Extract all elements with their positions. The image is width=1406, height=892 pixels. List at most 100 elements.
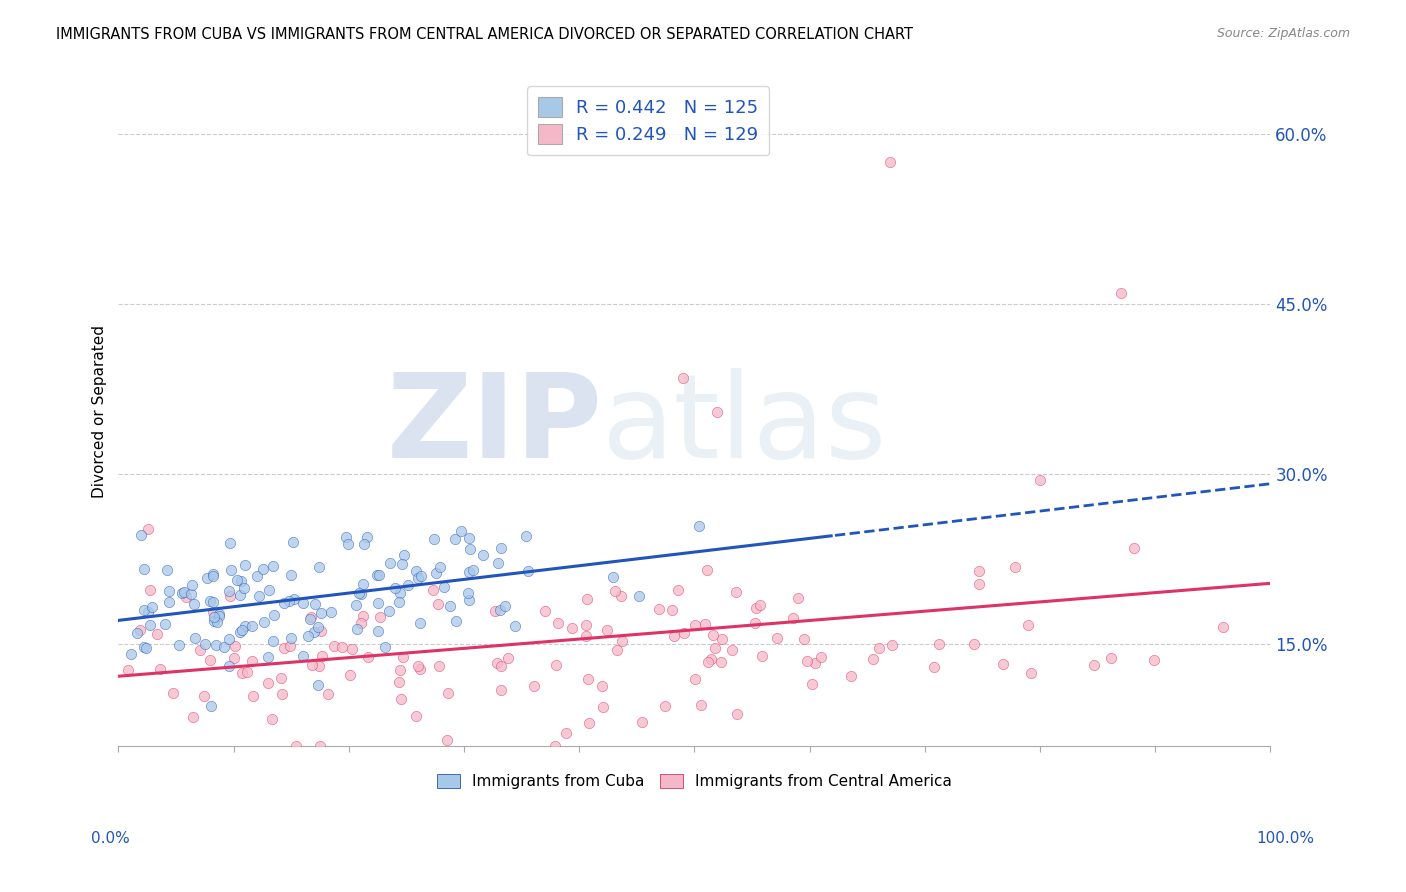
Point bbox=[591, 679, 613, 693]
Point bbox=[610, 589, 633, 603]
Point bbox=[366, 567, 388, 582]
Point bbox=[721, 643, 744, 657]
Point bbox=[292, 596, 315, 610]
Point bbox=[273, 596, 295, 610]
Point bbox=[240, 619, 263, 633]
Point bbox=[1143, 653, 1166, 667]
Point bbox=[344, 599, 367, 613]
Point bbox=[353, 537, 375, 551]
Point bbox=[155, 617, 177, 632]
Point bbox=[751, 649, 773, 664]
Point bbox=[457, 566, 479, 580]
Point bbox=[575, 630, 598, 644]
Point bbox=[630, 715, 652, 730]
Point bbox=[308, 659, 330, 673]
Point bbox=[311, 624, 333, 638]
Text: 0.0%: 0.0% bbox=[91, 831, 131, 847]
Point bbox=[218, 658, 240, 673]
Point bbox=[868, 641, 890, 656]
Point bbox=[307, 620, 329, 634]
Point bbox=[149, 662, 172, 676]
Point bbox=[444, 614, 467, 628]
Point bbox=[270, 671, 292, 685]
Point bbox=[283, 592, 305, 607]
Point bbox=[801, 677, 824, 691]
Point bbox=[610, 634, 633, 648]
Point bbox=[1212, 620, 1234, 634]
Point bbox=[194, 637, 217, 651]
Point bbox=[458, 541, 481, 556]
Point bbox=[247, 589, 270, 603]
Point bbox=[214, 640, 236, 654]
Point bbox=[367, 567, 389, 582]
Point bbox=[697, 655, 720, 669]
Point bbox=[672, 370, 695, 384]
Point bbox=[391, 558, 413, 572]
Point bbox=[603, 584, 626, 599]
Point bbox=[436, 686, 458, 700]
Point bbox=[472, 548, 495, 562]
Point bbox=[240, 654, 263, 668]
Point bbox=[346, 622, 368, 636]
Point bbox=[486, 556, 509, 570]
Point bbox=[457, 531, 479, 545]
Point bbox=[321, 605, 343, 619]
Point bbox=[180, 587, 202, 601]
Point bbox=[706, 405, 728, 419]
Point bbox=[576, 672, 599, 686]
Point bbox=[1083, 658, 1105, 673]
Point bbox=[232, 581, 254, 595]
Point bbox=[257, 582, 280, 597]
Point bbox=[367, 624, 389, 638]
Point bbox=[145, 626, 167, 640]
Point bbox=[138, 618, 160, 632]
Point bbox=[337, 537, 360, 551]
Point bbox=[862, 651, 884, 665]
Point bbox=[405, 709, 427, 723]
Point bbox=[263, 608, 285, 623]
Point bbox=[127, 626, 149, 640]
Point bbox=[703, 641, 725, 656]
Point bbox=[219, 535, 242, 549]
Point bbox=[388, 595, 411, 609]
Point bbox=[396, 578, 419, 592]
Y-axis label: Divorced or Separated: Divorced or Separated bbox=[93, 326, 107, 499]
Point bbox=[231, 574, 253, 588]
Point bbox=[117, 663, 139, 677]
Point bbox=[350, 587, 373, 601]
Point bbox=[157, 595, 180, 609]
Point bbox=[262, 559, 284, 574]
Point bbox=[489, 603, 512, 617]
Point bbox=[377, 604, 399, 618]
Point bbox=[322, 639, 344, 653]
Point bbox=[429, 559, 451, 574]
Point bbox=[262, 634, 284, 648]
Point bbox=[426, 597, 449, 611]
Point bbox=[201, 566, 224, 581]
Point bbox=[273, 640, 295, 655]
Point bbox=[786, 591, 808, 606]
Point bbox=[744, 601, 766, 615]
Point bbox=[668, 583, 690, 598]
Point bbox=[121, 648, 143, 662]
Point bbox=[546, 658, 568, 673]
Point bbox=[308, 559, 330, 574]
Point bbox=[602, 570, 624, 584]
Point bbox=[309, 739, 332, 753]
Point bbox=[202, 610, 225, 624]
Point bbox=[503, 619, 526, 633]
Point bbox=[357, 649, 380, 664]
Point bbox=[1004, 560, 1026, 574]
Point bbox=[699, 652, 721, 666]
Point bbox=[280, 567, 302, 582]
Point bbox=[298, 612, 321, 626]
Point bbox=[281, 534, 304, 549]
Point bbox=[436, 733, 458, 747]
Point bbox=[725, 585, 748, 599]
Point bbox=[200, 699, 222, 714]
Point bbox=[311, 649, 333, 664]
Point bbox=[696, 563, 718, 577]
Point bbox=[457, 592, 479, 607]
Point bbox=[439, 599, 461, 613]
Point bbox=[648, 602, 671, 616]
